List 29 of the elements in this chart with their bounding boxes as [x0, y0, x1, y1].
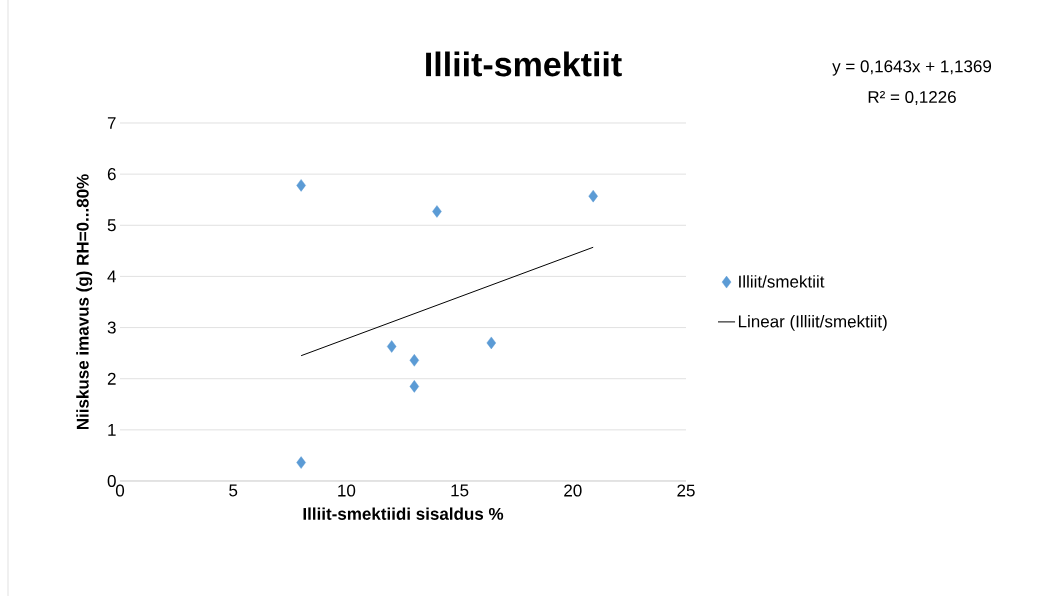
point [386, 340, 397, 353]
point [486, 336, 496, 350]
x-tick-label: 25 [677, 484, 695, 497]
y-tick-label: 3 [107, 321, 116, 334]
y-tick-label: 4 [107, 270, 116, 283]
point [296, 456, 306, 469]
y-tick-label: 1 [108, 423, 116, 436]
x-tick-label: 15 [451, 484, 469, 497]
x-tick-label: 0 [115, 484, 125, 497]
x-axis-title: Illiit-smektiidi sisaldus % [303, 507, 504, 520]
point [409, 380, 420, 393]
x-tick-label: 20 [564, 484, 582, 497]
x-tick-label: 5 [229, 484, 238, 497]
text: y = 0,1643x + 1,1369 [832, 60, 992, 76]
chart-title: Illiit-smektiit [426, 51, 622, 77]
y-axis-title: Niiskuse imavus (g) RH=0...80% [76, 174, 93, 430]
point [588, 189, 598, 203]
point [409, 354, 420, 367]
point [432, 205, 442, 218]
legend-label: Linear (Illiit/smektiit) [738, 315, 887, 331]
y-tick-label: 7 [107, 117, 116, 129]
x-tick-label: 10 [338, 484, 356, 497]
legend-label: Illiit/smektiit [739, 275, 825, 288]
y-tick-label: 0 [107, 474, 116, 488]
text: R² = 0,1226 [868, 90, 956, 106]
point [296, 179, 306, 192]
y-tick-label: 6 [107, 168, 116, 181]
y-tick-label: 5 [107, 219, 116, 232]
y-tick-label: 2 [107, 372, 116, 385]
